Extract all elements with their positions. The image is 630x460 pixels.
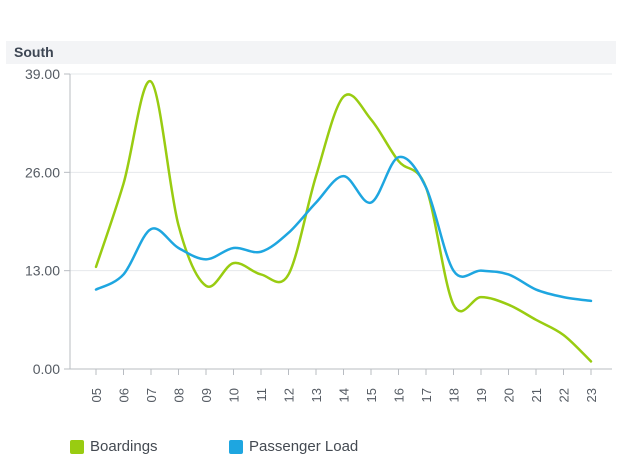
legend-item-passenger-load[interactable]: Passenger Load bbox=[229, 438, 358, 455]
x-tick-label: 15 bbox=[364, 388, 379, 402]
y-tick-label: 26.00 bbox=[25, 164, 60, 180]
x-tick-label: 07 bbox=[144, 388, 159, 402]
x-tick-label: 23 bbox=[584, 388, 599, 402]
series-lines bbox=[94, 80, 593, 363]
x-tick-label: 11 bbox=[254, 388, 269, 402]
legend-label-passenger-load: Passenger Load bbox=[249, 438, 359, 455]
grid-lines bbox=[64, 73, 612, 370]
x-tick-label: 19 bbox=[474, 388, 489, 402]
panel-title: South bbox=[14, 44, 54, 60]
panel-header: South bbox=[6, 41, 616, 64]
y-tick-labels: 0.00 13.00 26.00 39.00 bbox=[25, 66, 60, 377]
y-tick-label: 39.00 bbox=[25, 66, 60, 82]
legend-swatch-boardings bbox=[70, 439, 84, 454]
x-tick-label: 21 bbox=[529, 388, 544, 402]
series-line-passenger-load[interactable] bbox=[94, 155, 593, 303]
x-tick-label: 20 bbox=[502, 388, 517, 402]
x-tick-label: 14 bbox=[337, 388, 352, 402]
legend-item-boardings[interactable]: Boardings bbox=[70, 438, 158, 455]
y-tick-label: 13.00 bbox=[25, 263, 60, 279]
x-tick-label: 09 bbox=[199, 388, 214, 402]
y-tick-label: 0.00 bbox=[33, 361, 60, 377]
series-line-boardings[interactable] bbox=[94, 80, 593, 363]
x-tick-labels: 05 06 07 08 09 10 11 12 13 14 15 16 17 18 19 20 21 22 23 bbox=[89, 388, 599, 402]
x-tick-label: 06 bbox=[117, 388, 132, 402]
legend-swatch-passenger-load bbox=[229, 439, 243, 454]
x-tick-label: 05 bbox=[89, 388, 104, 402]
x-tick-label: 22 bbox=[557, 388, 572, 402]
x-tick-label: 16 bbox=[392, 388, 407, 402]
legend-label-boardings: Boardings bbox=[90, 438, 158, 455]
x-tick-label: 18 bbox=[447, 388, 462, 402]
x-tick-label: 08 bbox=[172, 388, 187, 402]
axes bbox=[69, 74, 612, 375]
x-tick-label: 13 bbox=[309, 388, 324, 402]
x-tick-label: 10 bbox=[227, 388, 242, 402]
x-tick-label: 17 bbox=[419, 388, 434, 402]
x-tick-label: 12 bbox=[282, 388, 297, 402]
